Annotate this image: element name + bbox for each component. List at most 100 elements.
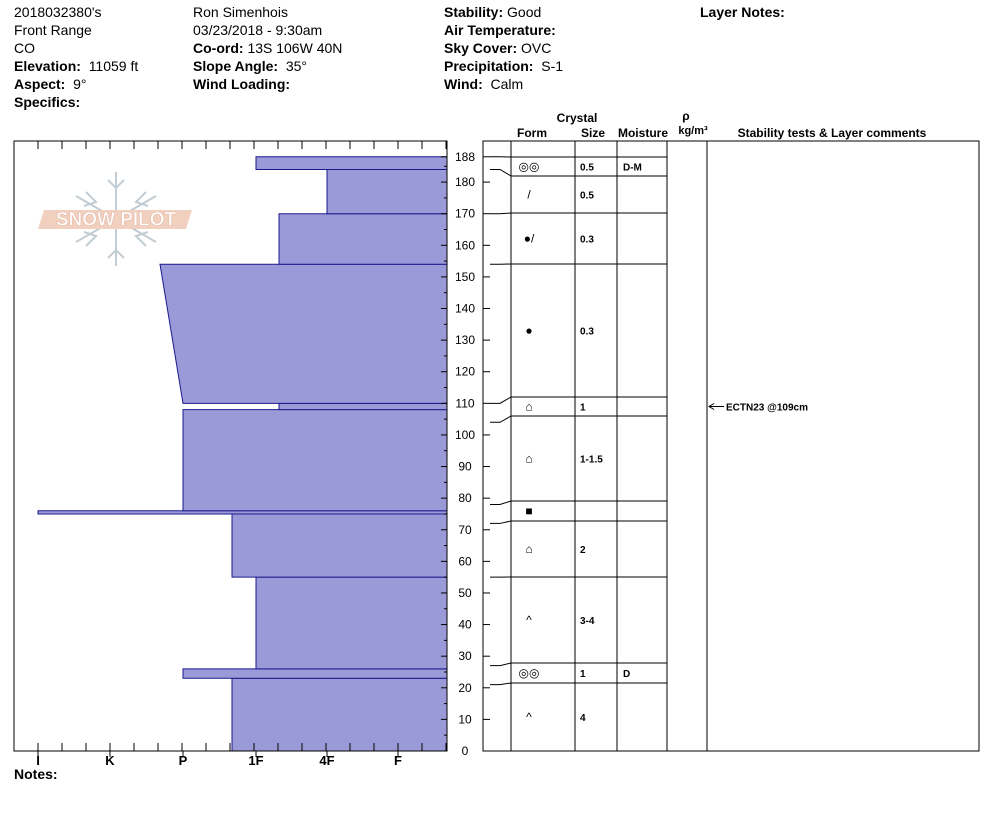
crystal-header: Crystal [557, 111, 598, 125]
grain-form-icon: ⌂ [525, 452, 532, 466]
wind-value: Calm [490, 76, 524, 92]
header-col2: Ron Simenhois 03/23/2018 - 9:30am Co-ord… [193, 3, 342, 93]
grain-form-icon: ⌂ [525, 400, 532, 414]
stability-label: Stability: [444, 4, 504, 20]
grain-form-icon: / [527, 188, 531, 202]
observation-datetime: 03/23/2018 - 9:30am [193, 22, 323, 38]
layer-connector [490, 682, 512, 686]
stability-value: Good [507, 4, 542, 20]
specifics-label: Specifics: [14, 94, 81, 110]
grain-size: 3-4 [580, 616, 595, 627]
y-tick-label: 120 [455, 365, 475, 379]
hardness-layer-bar [278, 213, 448, 265]
hardness-layer-bar [278, 402, 448, 411]
coord-row: Co-ord: 13S 106W 40N [193, 39, 342, 57]
x-tick-label: 1F [248, 753, 263, 768]
layer-connector [490, 212, 512, 215]
y-tick-label: 160 [455, 238, 475, 252]
grain-size: 2 [580, 545, 586, 556]
grain-form-icon: ◎◎ [519, 160, 540, 174]
sky-value: OVC [521, 40, 552, 56]
header-col3: Stability: Good Air Temperature: Sky Cov… [444, 3, 563, 93]
wind-loading-label: Wind Loading: [193, 76, 291, 92]
grain-size: 0.5 [580, 191, 594, 202]
y-tick-label: 60 [458, 554, 472, 568]
hardness-layer-bar [231, 677, 448, 752]
layer-rows: ◎◎ 0.5 D-M / 0.5 ●/ 0.3 ● 0.3 ⌂ 1 ⌂ 1-1.5 ■ ⌂ 2 ^ 3-4 ◎◎ 1 D… [490, 156, 667, 752]
grain-size: 1-1.5 [580, 455, 603, 466]
y-tick-label: 10 [458, 712, 472, 726]
elevation-row: Elevation: 11059 ft [14, 57, 138, 75]
logo-text: SNOW PILOT [56, 210, 177, 231]
grain-form-icon: ◎◎ [519, 666, 540, 680]
state-name: CO [14, 40, 35, 56]
y-tick-label: 188 [455, 150, 475, 164]
sky-row: Sky Cover: OVC [444, 39, 563, 57]
x-tick-label: I [36, 753, 40, 768]
wind-row: Wind: Calm [444, 75, 563, 93]
moisture-value: D [623, 669, 630, 680]
moisture-value: D-M [623, 163, 642, 174]
slope-row: Slope Angle: 35° [193, 57, 342, 75]
y-tick-label: 140 [455, 302, 475, 316]
hardness-layer-bar [255, 576, 448, 670]
header-col1: 2018032380's Front Range CO Elevation: 1… [14, 3, 138, 111]
grain-size: 4 [580, 713, 586, 724]
observer-name: Ron Simenhois [193, 4, 288, 20]
snowpilot-logo: SNOW PILOT [38, 172, 192, 266]
hardness-layer-bar [326, 168, 448, 215]
moisture-header: Moisture [618, 126, 668, 140]
elevation-value: 11059 ft [88, 58, 139, 74]
grain-size: 0.3 [580, 327, 594, 338]
aspect-value: 9° [73, 76, 87, 92]
y-tick-label: 80 [458, 491, 472, 505]
aspect-row: Aspect: 9° [14, 75, 138, 93]
precip-label: Precipitation: [444, 58, 534, 74]
x-tick-label: K [105, 753, 115, 768]
hardness-layer-bar [255, 156, 448, 170]
hardness-layer-bar [231, 513, 448, 578]
y-tick-label: 110 [455, 396, 474, 410]
y-tick-label: 70 [458, 523, 472, 537]
grain-form-icon: ■ [525, 504, 532, 518]
grain-form-icon: ⌂ [525, 542, 532, 556]
y-tick-label: 100 [455, 428, 475, 442]
x-tick-label: F [394, 753, 402, 768]
layer-connector [490, 500, 512, 505]
layer-notes-label: Layer Notes: [700, 4, 785, 20]
header-col4: Layer Notes: [700, 3, 785, 21]
hardness-profile [37, 156, 448, 752]
grain-form-icon: ● [525, 324, 532, 338]
height-axis: 0 10 20 30 40 50 60 70 80 90 100 110 120 130 140 150 160… [441, 150, 490, 758]
layer-connector [490, 396, 512, 404]
hardness-layer-bar [182, 409, 448, 512]
layer-table: Crystal Form Size Moisture ρ kg/m³ Stabi… [482, 109, 980, 752]
x-tick-label: P [179, 753, 188, 768]
logo-band [38, 210, 192, 229]
y-tick-label: 180 [455, 175, 475, 189]
slope-label: Slope Angle: [193, 58, 279, 74]
grain-size: 1 [580, 403, 586, 414]
sky-label: Sky Cover: [444, 40, 518, 56]
hardness-layer-bar [159, 263, 448, 404]
arrow-head-icon [708, 403, 715, 410]
density-symbol-header: ρ [682, 109, 689, 123]
pit-id: 2018032380's [14, 4, 102, 20]
grain-size: 0.5 [580, 163, 594, 174]
grain-form-icon: ●/ [524, 232, 535, 246]
hardness-axis: I K P 1F 4F F [13, 141, 447, 768]
coord-label: Co-ord: [193, 40, 244, 56]
grain-size: 0.3 [580, 235, 594, 246]
slope-value: 35° [285, 58, 307, 74]
stability-test-label: ECTN23 @109cm [726, 402, 808, 413]
stability-test-annotations: ECTN23 @109cm [708, 402, 808, 413]
layer-connector [490, 520, 512, 524]
wind-label: Wind: [444, 76, 483, 92]
form-header: Form [517, 126, 547, 140]
stability-tests-header: Stability tests & Layer comments [738, 126, 927, 140]
y-tick-label: 170 [455, 207, 475, 221]
layer-table-frame [482, 140, 980, 752]
y-tick-label: 130 [455, 333, 475, 347]
layer-connector [490, 168, 512, 177]
